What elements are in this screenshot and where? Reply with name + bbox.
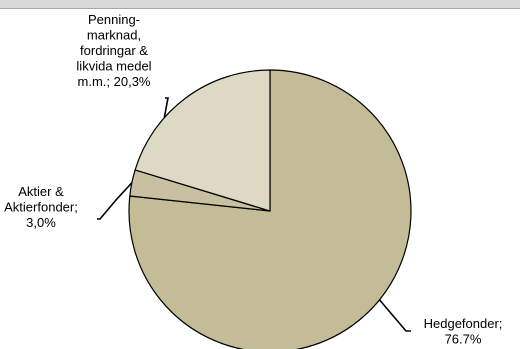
top-border-strip xyxy=(0,0,520,9)
pie-slices xyxy=(128,69,412,349)
slice-label-3: Penning-marknad, fordringar & likvida mede… xyxy=(76,12,151,89)
pie-slice-3 xyxy=(134,69,271,212)
slice-labels: Hedgefonder; 76.7% Aktier & Aktierfonder; 3,… xyxy=(4,12,502,347)
leader-line-3 xyxy=(163,97,169,118)
leader-line-2 xyxy=(97,182,133,220)
leader-line-1 xyxy=(378,299,411,332)
leader-lines xyxy=(97,97,411,332)
pie-slice-1 xyxy=(128,69,412,349)
slice-label-1: Hedgefonder; 76.7% xyxy=(424,316,503,347)
slice-label-2: Aktier & Aktierfonder; 3,0% xyxy=(4,184,78,230)
